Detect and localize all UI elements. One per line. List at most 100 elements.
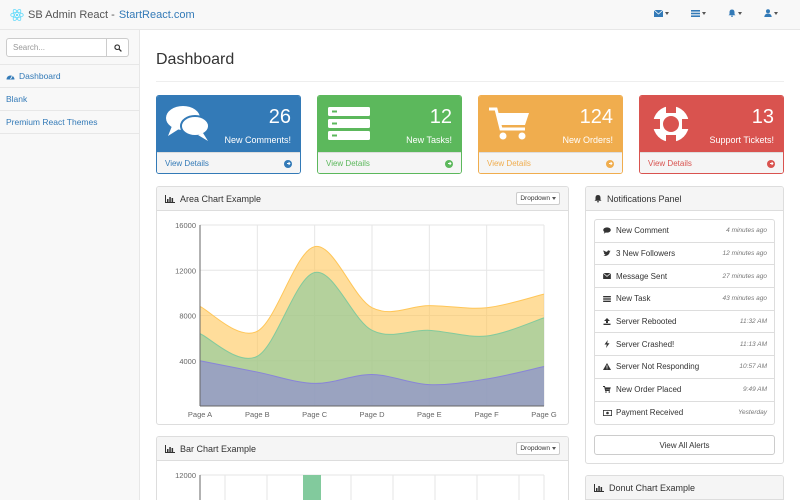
notification-text: Server Not Responding [616, 362, 700, 372]
comments-icon [166, 106, 210, 141]
envelope-icon [603, 273, 611, 280]
notification-time: 4 minutes ago [726, 227, 767, 235]
search-button[interactable] [107, 38, 129, 57]
view-details-link[interactable]: View Details [640, 152, 783, 173]
notification-text: Payment Received [616, 408, 684, 418]
react-logo-icon [10, 9, 24, 21]
sidebar-search [6, 38, 129, 57]
messages-dropdown[interactable] [654, 9, 669, 17]
view-details-link[interactable]: View Details [157, 152, 300, 173]
panel-heading: Area Chart Example Dropdown [157, 187, 568, 211]
list-item[interactable]: Payment Received Yesterday [595, 402, 774, 425]
user-icon [764, 9, 772, 17]
sidebar-item-label: Blank [6, 94, 28, 104]
dropdown-button[interactable]: Dropdown [516, 442, 560, 455]
sidebar-item-premium-themes[interactable]: Premium React Themes [0, 111, 139, 134]
notification-time: 27 minutes ago [722, 272, 767, 280]
stat-panel-orders: 124 New Orders! View Details [478, 95, 623, 174]
comment-icon [603, 227, 611, 235]
top-navbar: SB Admin React - StartReact.com [0, 0, 800, 30]
notification-text: Message Sent [616, 271, 668, 281]
brand-link[interactable]: StartReact.com [118, 9, 195, 21]
notification-time: Yesterday [738, 409, 767, 417]
list-item[interactable]: 3 New Followers 12 minutes ago [595, 243, 774, 266]
sidebar-nav: Dashboard Blank Premium React Themes [0, 64, 139, 134]
notification-time: 11:13 AM [739, 340, 767, 348]
x-tick-label: Page G [531, 410, 557, 419]
stat-label: Support Tickets! [709, 135, 774, 145]
tasks-icon [603, 295, 611, 302]
search-input[interactable] [6, 38, 107, 57]
y-tick-label: 12000 [175, 266, 196, 275]
user-dropdown[interactable] [764, 9, 778, 17]
notification-text: 3 New Followers [616, 249, 676, 259]
panel-title: Notifications Panel [607, 193, 682, 204]
x-tick-label: Page F [475, 410, 500, 419]
view-details-link[interactable]: View Details [479, 152, 622, 173]
stat-label: New Comments! [224, 135, 291, 145]
area-chart: 4000 8000 12000 16000 Page A Page B Page C Page… [175, 221, 557, 419]
view-details-label: View Details [165, 159, 209, 168]
stat-label: New Orders! [562, 135, 613, 145]
donut-chart-panel: Donut Chart Example [585, 475, 784, 500]
envelope-icon [654, 9, 663, 17]
notification-text: New Comment [616, 226, 669, 236]
dropdown-button[interactable]: Dropdown [516, 192, 560, 205]
panel-title: Area Chart Example [180, 193, 262, 204]
brand[interactable]: SB Admin React - StartReact.com [10, 8, 195, 22]
area-series-line [199, 246, 545, 334]
bolt-icon [604, 340, 610, 349]
sidebar-item-label: Dashboard [19, 71, 61, 81]
support-icon [653, 106, 689, 142]
sidebar-item-blank[interactable]: Blank [0, 88, 139, 111]
sidebar-item-dashboard[interactable]: Dashboard [0, 65, 139, 88]
stat-panel-tasks: 12 New Tasks! View Details [317, 95, 462, 174]
list-item[interactable]: Message Sent 27 minutes ago [595, 265, 774, 289]
alerts-dropdown[interactable] [728, 9, 742, 17]
shopping-cart-icon [489, 107, 529, 140]
stat-panel-comments: 26 New Comments! View Details [156, 95, 301, 174]
page-title: Dashboard [156, 51, 235, 68]
list-item[interactable]: New Order Placed 9:49 AM [595, 379, 774, 402]
upload-icon [603, 318, 611, 326]
view-all-alerts-button[interactable]: View All Alerts [594, 435, 775, 455]
notification-time: 9:49 AM [743, 386, 767, 394]
chevron-down-icon [702, 11, 706, 15]
list-item[interactable]: New Task 43 minutes ago [595, 288, 774, 311]
area-chart-panel: Area Chart Example Dropdown 4000 8000 1200… [156, 186, 569, 425]
chevron-down-icon [774, 11, 778, 15]
notification-time: 12 minutes ago [722, 250, 767, 258]
sidebar: Dashboard Blank Premium React Themes [0, 30, 140, 500]
arrow-circle-right-icon [284, 159, 292, 168]
stat-panel-tickets: 13 Support Tickets! View Details [639, 95, 784, 174]
y-tick-label: 12000 [175, 471, 196, 480]
panel-heading: Donut Chart Example [586, 476, 783, 500]
list-item[interactable]: Server Rebooted 11:32 AM [595, 311, 774, 334]
y-tick-label: 4000 [179, 357, 196, 366]
stat-count: 12 [429, 106, 452, 128]
bar-chart-icon [594, 483, 604, 492]
tasks-icon [691, 9, 700, 17]
panel-heading: Notifications Panel [586, 187, 783, 211]
notification-text: New Order Placed [616, 385, 682, 395]
shopping-cart-icon [603, 386, 611, 393]
area-series [200, 360, 544, 406]
view-details-link[interactable]: View Details [318, 152, 461, 173]
notification-time: 43 minutes ago [722, 295, 767, 303]
list-item[interactable]: Server Crashed! 11:13 AM [595, 333, 774, 357]
bell-icon [594, 195, 602, 203]
sidebar-item-label: Premium React Themes [6, 117, 98, 127]
divider [156, 81, 784, 82]
x-tick-label: Page C [302, 410, 328, 419]
list-item[interactable]: New Comment 4 minutes ago [595, 220, 774, 243]
money-icon [602, 409, 612, 416]
x-tick-label: Page A [188, 410, 212, 419]
list-item[interactable]: Server Not Responding 10:57 AM [595, 356, 774, 379]
area-series-line [199, 360, 545, 386]
tasks-dropdown[interactable] [691, 9, 706, 17]
x-tick-label: Page D [359, 410, 385, 419]
notification-text: Server Crashed! [616, 339, 675, 349]
view-details-label: View Details [326, 159, 370, 168]
stat-label: New Tasks! [406, 135, 452, 145]
bar [303, 475, 321, 500]
